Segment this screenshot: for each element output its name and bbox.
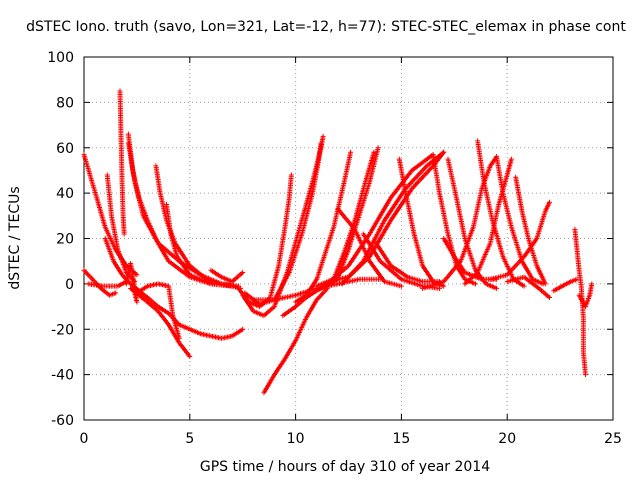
y-axis-label: dSTEC / TECUs [7,186,23,289]
data-arc [576,281,595,310]
data-layer [81,88,595,396]
data-arc [164,202,235,289]
data-point-markers [130,283,246,341]
data-point-markers [117,88,127,237]
data-arc [551,276,580,294]
data-arc [504,274,552,300]
data-arc [242,140,324,307]
data-point-markers [208,267,246,285]
y-tick-label: 20 [56,232,74,248]
y-tick-label: 80 [56,95,74,111]
data-arc [396,156,447,289]
data-arc [128,285,193,359]
data-point-markers [134,281,182,341]
data-point-markers [504,274,552,300]
data-arc [494,154,546,287]
x-tick-label: 20 [498,431,516,447]
data-point-markers [128,285,193,359]
data-arc [445,156,500,291]
data-arc [487,199,552,282]
data-point-markers [487,199,552,282]
data-point-markers [445,156,500,291]
data-arc [134,281,182,341]
x-tick-label: 25 [604,431,622,447]
data-arc [85,279,129,289]
data-point-markers [373,240,442,285]
data-arc [130,283,246,341]
y-tick-label: 40 [56,186,74,202]
y-tick-label: -40 [51,368,74,384]
data-arc [208,267,246,285]
data-point-markers [164,202,235,289]
data-arc [373,240,442,285]
data-point-markers [551,276,580,294]
data-arc [572,226,588,378]
y-tick-label: -20 [51,322,74,338]
data-point-markers [572,226,588,378]
chart-title: dSTEC Iono. truth (savo, Lon=321, Lat=-1… [26,19,626,35]
y-tick-label: 60 [56,141,74,157]
data-arc [324,152,436,287]
data-arc [261,285,330,396]
axis-ticks: 0 5 10 15 20 25 -60 -40 -20 0 20 40 60 80 100 [47,50,622,447]
x-tick-label: 15 [392,431,410,447]
x-tick-label: 5 [185,431,194,447]
data-point-markers [85,279,129,289]
data-point-markers [576,281,595,310]
data-arc [420,154,500,291]
data-point-markers [261,285,330,396]
data-point-markers [242,140,324,307]
y-tick-label: 0 [65,277,74,293]
data-point-markers [513,174,548,287]
data-arc [513,174,548,287]
data-point-markers [420,154,500,291]
x-tick-label: 0 [80,431,89,447]
x-tick-label: 10 [287,431,305,447]
data-arc [117,88,127,237]
data-point-markers [324,152,436,287]
y-tick-label: -60 [51,413,74,429]
y-tick-label: 100 [47,50,74,66]
data-point-markers [494,154,546,287]
data-point-markers [396,156,447,289]
x-axis-label: GPS time / hours of day 310 of year 2014 [200,459,490,475]
